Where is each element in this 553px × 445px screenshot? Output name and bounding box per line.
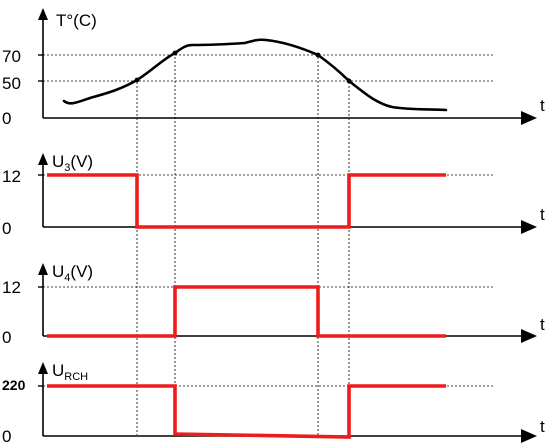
urch-y-label: URCH: [52, 361, 88, 383]
temp-y-label: T°(C): [56, 11, 97, 30]
u3-x-arrow: [521, 220, 537, 234]
urch-plot: URCH 220 0 t: [2, 361, 545, 445]
u3-x-label: t: [540, 205, 545, 224]
temperature-plot: T°(C) 70 50 0 t: [2, 8, 545, 128]
temp-tick-label-50: 50: [2, 74, 21, 93]
temperature-curve: [62, 38, 448, 112]
temp-marker-50-rise: [134, 77, 140, 83]
temp-marker-70-fall: [315, 52, 321, 58]
temp-tick-label-70: 70: [2, 47, 21, 66]
time-guides: [136, 53, 350, 435]
u4-plot: U4(V) 12 0 t: [2, 262, 545, 347]
temp-marker-50-fall: [346, 78, 352, 84]
u4-y-arrow: [38, 263, 48, 275]
u4-x-arrow: [521, 329, 537, 343]
u4-y-label: U4(V): [52, 262, 93, 284]
u3-tick-label-12: 12: [2, 167, 21, 186]
temp-y-arrow: [38, 8, 48, 20]
u4-signal: [47, 285, 446, 338]
temp-tick-label-0: 0: [2, 109, 11, 128]
urch-tick-label-0: 0: [2, 427, 11, 445]
u3-y-arrow: [38, 153, 48, 165]
urch-x-arrow: [521, 429, 537, 443]
urch-signal: [47, 384, 446, 439]
temp-x-arrow: [521, 111, 537, 125]
u4-tick-label-12: 12: [2, 278, 21, 297]
urch-x-label: t: [540, 417, 545, 436]
u3-tick-label-0: 0: [2, 219, 11, 238]
temp-x-label: t: [540, 96, 545, 115]
u3-y-label: U3(V): [52, 152, 93, 174]
temp-marker-70-rise: [172, 50, 178, 56]
u4-tick-label-0: 0: [2, 328, 11, 347]
urch-tick-label-220: 220: [2, 377, 26, 393]
u4-x-label: t: [540, 315, 545, 334]
u3-signal: [47, 173, 446, 229]
urch-y-arrow: [38, 362, 48, 374]
u3-plot: U3(V) 12 0 t: [2, 152, 545, 238]
